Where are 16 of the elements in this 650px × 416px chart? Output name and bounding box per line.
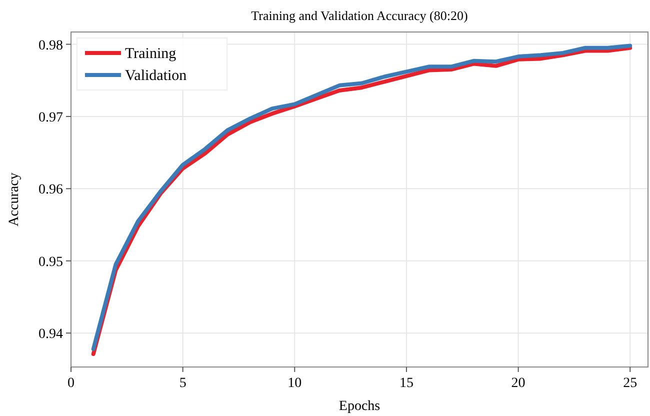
legend-label: Validation: [125, 68, 188, 84]
y-axis-title: Accuracy: [7, 172, 22, 226]
y-tick-label: 0.98: [38, 38, 63, 54]
x-tick-label: 10: [288, 376, 302, 391]
x-tick-label: 25: [623, 376, 638, 391]
y-tick-label: 0.97: [38, 110, 63, 126]
x-tick-label: 0: [68, 376, 74, 391]
x-tick-label: 5: [179, 376, 186, 391]
x-axis-title: Epochs: [338, 399, 380, 414]
y-tick-label: 0.94: [38, 327, 63, 342]
chart-title: Training and Validation Accuracy (80:20): [251, 8, 468, 23]
legend-label: Training: [125, 46, 177, 62]
x-tick-label: 15: [399, 376, 414, 391]
x-tick-label: 20: [511, 376, 526, 391]
y-tick-label: 0.96: [38, 182, 63, 198]
y-tick-label: 0.95: [38, 254, 63, 270]
